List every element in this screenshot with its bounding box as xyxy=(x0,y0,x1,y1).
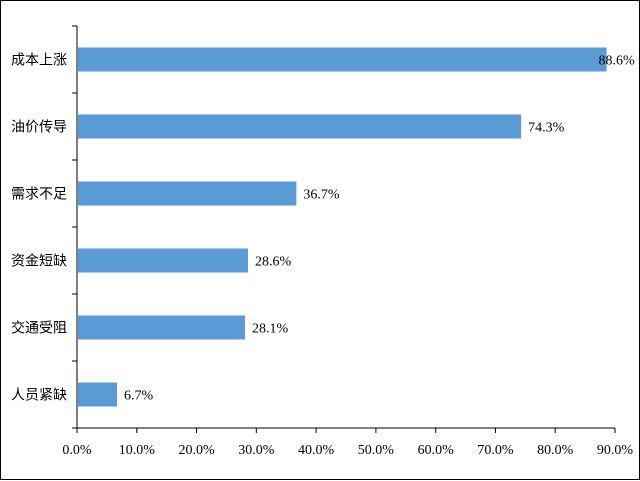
x-tick-label-8: 80.0% xyxy=(537,443,574,458)
data-label-4: 28.1% xyxy=(252,322,289,337)
x-tick-label-4: 40.0% xyxy=(298,443,335,458)
category-label-3: 资金短缺 xyxy=(11,254,67,270)
bar-5 xyxy=(78,382,118,407)
x-tick-label-0: 0.0% xyxy=(62,443,92,458)
bar-0 xyxy=(78,47,607,72)
bar-2 xyxy=(78,181,297,206)
category-label-0: 成本上涨 xyxy=(11,53,67,69)
labels-layer: 成本上涨 88.6% 油价传导 74.3% 需求不足 36.7% 资金短缺 28.6% 交通受阻… xyxy=(11,53,635,459)
data-label-5: 6.7% xyxy=(124,389,154,404)
axis-layer xyxy=(72,25,616,433)
data-label-1: 74.3% xyxy=(528,121,565,136)
category-label-1: 油价传导 xyxy=(11,120,67,136)
data-label-2: 36.7% xyxy=(303,188,340,203)
x-tick-label-3: 30.0% xyxy=(238,443,275,458)
category-label-2: 需求不足 xyxy=(11,187,67,203)
bar-4 xyxy=(78,315,245,340)
x-tick-label-7: 70.0% xyxy=(477,443,514,458)
bar-1 xyxy=(78,114,522,139)
category-label-4: 交通受阻 xyxy=(11,320,67,337)
x-tick-label-1: 10.0% xyxy=(119,443,156,458)
bar-3 xyxy=(78,248,248,273)
x-tick-label-2: 20.0% xyxy=(178,443,215,458)
data-label-3: 28.6% xyxy=(255,255,292,270)
data-label-0: 88.6% xyxy=(598,54,635,69)
x-tick-label-6: 60.0% xyxy=(418,443,455,458)
category-label-5: 人员紧缺 xyxy=(11,388,67,404)
x-tick-label-9: 90.0% xyxy=(597,443,634,458)
bars-layer xyxy=(78,47,607,407)
x-tick-label-5: 50.0% xyxy=(358,443,395,458)
